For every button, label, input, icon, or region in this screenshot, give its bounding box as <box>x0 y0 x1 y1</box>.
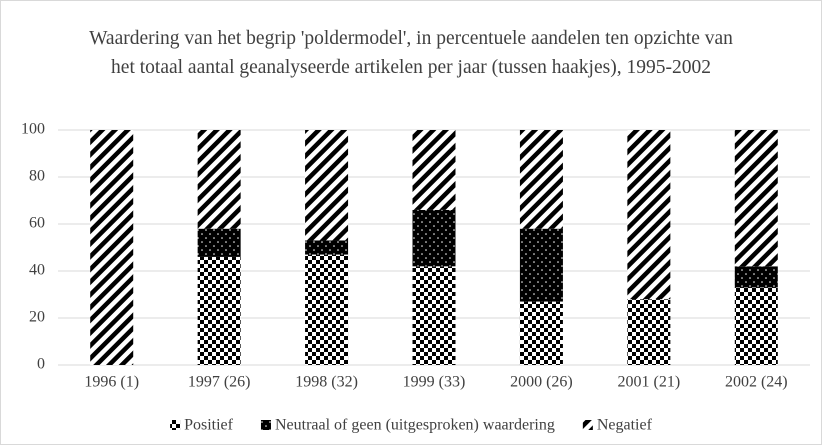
bar-segment <box>305 240 349 255</box>
bar-segment <box>305 254 349 365</box>
x-tick-label: 1999 (33) <box>403 374 466 391</box>
y-tick-label: 20 <box>29 309 45 326</box>
y-tick-label: 60 <box>29 215 45 232</box>
y-tick-label: 80 <box>29 168 45 185</box>
legend-swatch <box>170 420 181 430</box>
bar-segment <box>734 287 778 365</box>
bar-segment <box>90 130 134 365</box>
legend-label: Positief <box>184 417 234 434</box>
bar-segment <box>627 299 671 365</box>
bar-segment <box>627 130 671 300</box>
x-tick-label: 2001 (21) <box>618 374 681 391</box>
x-tick-label: 2000 (26) <box>510 374 573 391</box>
bar-segment <box>305 130 349 241</box>
bar-segment <box>734 266 778 288</box>
legend-label: Negatief <box>597 417 653 434</box>
x-tick-label: 1996 (1) <box>84 374 139 391</box>
legend-swatch <box>582 420 593 430</box>
bar-segment <box>519 228 563 302</box>
legend-label: Neutraal of geen (uitgesproken) waarderi… <box>275 417 555 434</box>
bar-segment <box>197 228 241 257</box>
bar-segment <box>519 130 563 229</box>
bar-segment <box>519 301 563 365</box>
bar-segment <box>412 266 456 365</box>
bar-segment <box>412 130 456 210</box>
x-tick-label: 1998 (32) <box>295 374 358 391</box>
y-tick-label: 40 <box>29 262 45 279</box>
y-tick-label: 0 <box>37 356 45 373</box>
y-tick-label: 100 <box>21 121 45 138</box>
bar-segment <box>734 130 778 267</box>
bar-segment <box>197 130 241 229</box>
x-tick-label: 2002 (24) <box>725 374 788 391</box>
x-tick-label: 1997 (26) <box>188 374 251 391</box>
chart-title: Waardering van het begrip 'poldermodel',… <box>89 28 733 78</box>
bar-segment <box>412 209 456 267</box>
bar-segment <box>197 256 241 365</box>
legend-swatch <box>260 420 271 430</box>
